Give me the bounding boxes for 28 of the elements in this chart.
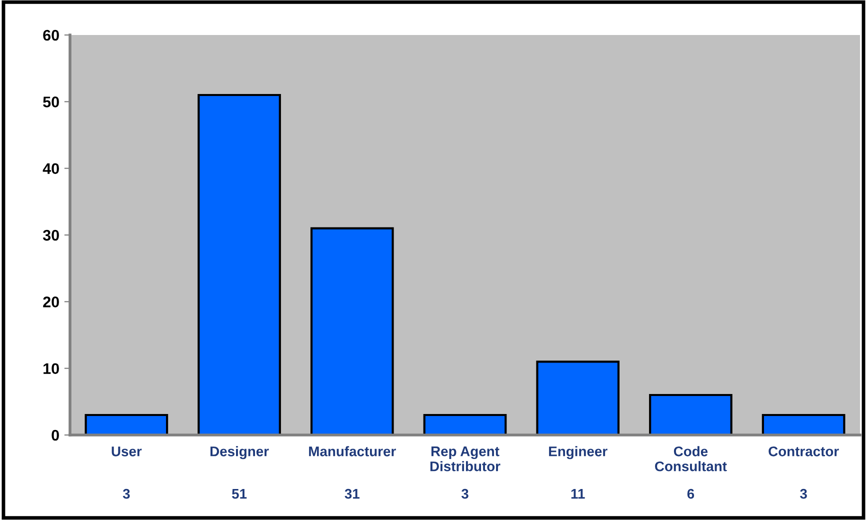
x-tick-label: Manufacturer [309, 446, 396, 456]
data-label: 3 [800, 488, 807, 499]
bar [198, 94, 281, 435]
data-label: 51 [232, 489, 247, 499]
bar [84, 414, 168, 435]
x-tick-label: Code Consultant [655, 446, 727, 472]
bar [649, 394, 732, 435]
y-tick-label: 0 [52, 430, 59, 441]
y-tick-label: 10 [44, 363, 59, 374]
bar [423, 414, 507, 435]
data-label: 3 [461, 488, 468, 499]
y-tick-label: 40 [42, 163, 59, 174]
y-tick-label: 20 [43, 296, 59, 308]
x-tick-label: Designer [210, 446, 269, 460]
x-tick-label: Engineer [549, 446, 608, 460]
x-tick-label: User [112, 446, 142, 456]
bar [536, 360, 620, 435]
bar [762, 414, 846, 435]
x-tick-label: Rep Agent Distributor [430, 446, 500, 472]
data-label: 11 [571, 489, 585, 499]
y-tick-label: 50 [43, 96, 59, 108]
x-tick-label: Contractor [768, 446, 839, 456]
data-label: 31 [344, 488, 360, 499]
y-tick-label: 60 [43, 30, 59, 41]
y-tick-label: 30 [42, 230, 59, 241]
data-label: 3 [122, 488, 130, 499]
bar [310, 227, 394, 435]
data-label: 6 [687, 488, 694, 499]
